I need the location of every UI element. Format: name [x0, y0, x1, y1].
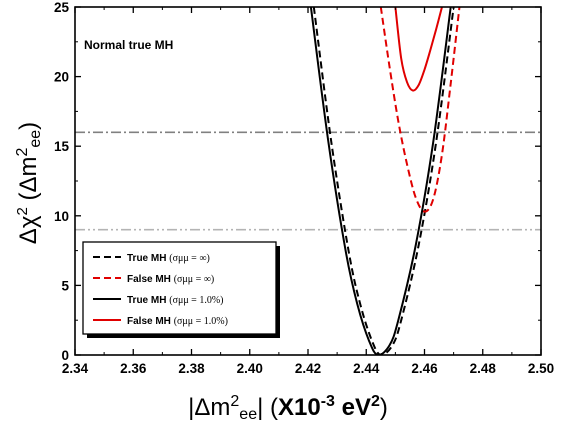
legend-label-0: True MH (σμμ = ∞) [127, 253, 210, 264]
y-tick-label: 15 [54, 139, 70, 154]
legend-label-1: False MH (σμμ = ∞) [127, 274, 214, 285]
x-tick-label: 2.38 [178, 361, 205, 376]
y-tick-label: 0 [61, 348, 69, 363]
series-line-3 [394, 7, 443, 92]
series-line-1 [379, 7, 461, 213]
legend-label-3: False MH (σμμ = 1.0%) [127, 316, 228, 327]
y-tick-label: 10 [54, 209, 69, 224]
x-axis-label: |Δm2ee| (X10-3 eV2) [188, 393, 388, 423]
series-line-2 [309, 7, 452, 355]
x-tick-label: 2.40 [237, 361, 263, 376]
y-tick-label: 25 [54, 0, 70, 15]
annotation-text: Normal true MH [84, 38, 173, 52]
x-tick-label: 2.50 [528, 361, 554, 376]
x-tick-label: 2.42 [295, 361, 321, 376]
series-line-0 [312, 7, 455, 355]
x-tick-label: 2.44 [353, 361, 380, 376]
x-tick-label: 2.46 [411, 361, 438, 376]
y-tick-label: 5 [61, 278, 69, 293]
x-tick-label: 2.34 [62, 361, 89, 376]
y-tick-label: 20 [54, 70, 69, 85]
y-axis-label: Δχ2 (Δm2ee) [14, 122, 44, 244]
x-tick-label: 2.36 [120, 361, 147, 376]
x-tick-label: 2.48 [470, 361, 497, 376]
legend-label-2: True MH (σμμ = 1.0%) [127, 295, 223, 306]
